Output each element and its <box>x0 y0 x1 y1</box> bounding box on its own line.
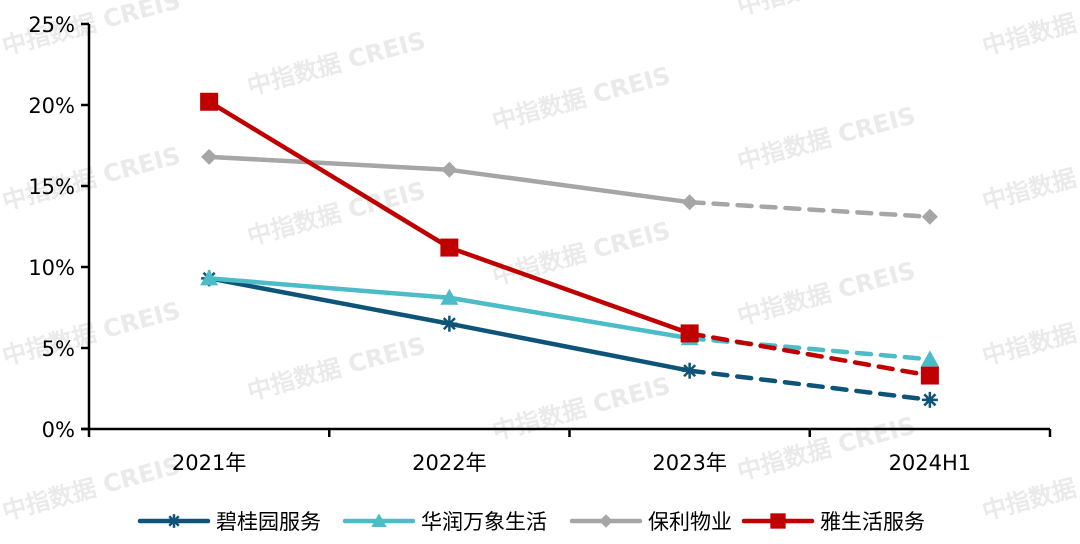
watermark-text: 中指数据 CREIS <box>979 296 1080 370</box>
chart-series <box>200 92 939 408</box>
diamond-marker-icon <box>441 161 458 178</box>
diamond-marker-icon <box>201 148 218 165</box>
legend-label: 雅生活服务 <box>820 510 925 534</box>
y-tick-label: 25% <box>28 13 75 37</box>
square-marker-icon <box>920 366 939 385</box>
y-tick-label: 0% <box>42 418 75 442</box>
watermark-text: 中指数据 CREIS <box>734 0 918 21</box>
square-marker-icon <box>770 513 786 529</box>
watermark-text: 中指数据 CREIS <box>489 216 673 290</box>
triangle-marker-icon <box>371 513 387 527</box>
watermark-text: 中指数据 CREIS <box>244 176 428 250</box>
legend-item: 华润万象生活 <box>342 510 547 534</box>
watermark-text: 中指数据 CREIS <box>979 451 1080 525</box>
diamond-marker-icon <box>921 208 938 225</box>
watermark-text: 中指数据 CREIS <box>244 331 428 405</box>
triangle-marker-icon <box>920 350 939 367</box>
y-tick-label: 20% <box>28 94 75 118</box>
watermark-text: 中指数据 CREIS <box>0 451 183 525</box>
asterisk-marker-icon <box>921 391 938 408</box>
square-marker-icon <box>440 238 459 257</box>
watermark-text: 中指数据 CREIS <box>244 26 428 100</box>
x-tick-label: 2022年 <box>412 451 486 475</box>
watermark-layer: 中指数据 CREIS 中指数据 CREIS 中指数据 CREIS 中指数据 CREIS… <box>0 0 1080 526</box>
series-line <box>201 148 938 225</box>
watermark-text: 中指数据 CREIS <box>734 101 918 175</box>
asterisk-marker-icon <box>167 514 181 528</box>
asterisk-marker-icon <box>441 315 458 332</box>
chart-axes: 0% 5% 10% 15% 20% 25% 2021年 2022年 2023年 2024H1 <box>28 13 1052 475</box>
square-marker-icon <box>200 92 219 111</box>
diamond-marker-icon <box>681 194 698 211</box>
x-tick-label: 2021年 <box>172 451 246 475</box>
legend-label: 华润万象生活 <box>421 510 547 534</box>
diamond-marker-icon <box>599 514 613 528</box>
legend-item: 保利物业 <box>569 510 732 534</box>
series-line <box>200 269 939 367</box>
asterisk-marker-icon <box>681 362 698 379</box>
legend-item: 雅生活服务 <box>741 510 925 534</box>
watermark-text: 中指数据 CREIS <box>979 0 1080 61</box>
square-marker-icon <box>680 324 699 343</box>
y-tick-label: 10% <box>28 256 75 280</box>
watermark-text: 中指数据 CREIS <box>734 256 918 330</box>
x-tick-label: 2024H1 <box>889 451 972 475</box>
legend-label: 碧桂园服务 <box>216 510 321 534</box>
y-tick-label: 15% <box>28 175 75 199</box>
y-tick-label: 5% <box>42 337 75 361</box>
watermark-text: 中指数据 CREIS <box>0 296 183 370</box>
legend-item: 碧桂园服务 <box>137 510 321 534</box>
triangle-marker-icon <box>200 269 219 286</box>
watermark-text: 中指数据 CREIS <box>979 141 1080 215</box>
chart-legend: 碧桂园服务 华润万象生活 保利物业 雅生活服务 <box>137 510 925 534</box>
watermark-text: 中指数据 CREIS <box>489 371 673 445</box>
watermark-text: 中指数据 CREIS <box>489 61 673 135</box>
legend-label: 保利物业 <box>648 510 732 534</box>
series-line <box>200 92 939 385</box>
x-tick-label: 2023年 <box>652 451 726 475</box>
triangle-marker-icon <box>440 288 459 305</box>
